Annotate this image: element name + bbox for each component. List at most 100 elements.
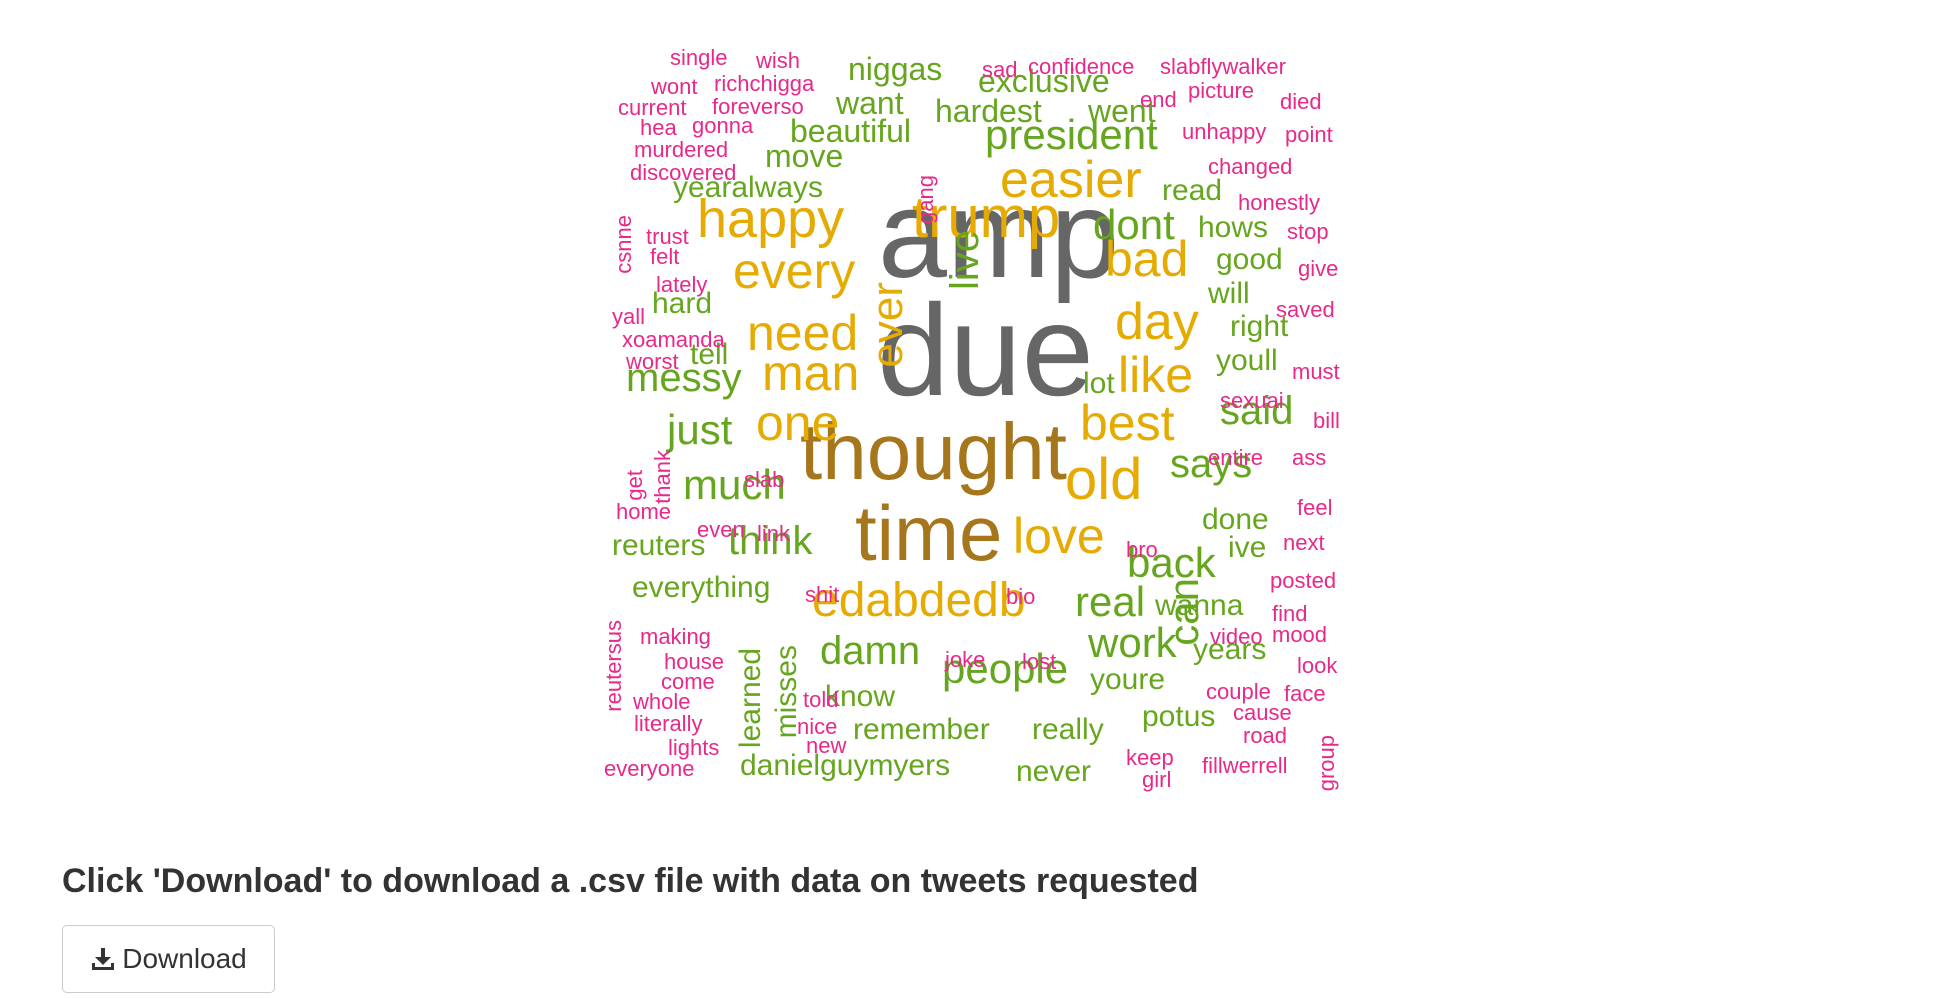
word-cloud-word: home bbox=[616, 499, 672, 525]
word-cloud: amp due thought time trump easier happy every ne… bbox=[601, 45, 1340, 792]
word-cloud-word: lights bbox=[668, 735, 720, 761]
word-cloud-word: learned bbox=[734, 648, 767, 749]
word-cloud-word: literally bbox=[634, 711, 703, 737]
word-cloud-word: honestly bbox=[1238, 190, 1320, 216]
word-cloud-word: gang bbox=[913, 175, 938, 224]
word-cloud-word: man bbox=[762, 344, 860, 401]
word-cloud-word: love bbox=[1013, 507, 1105, 564]
word-cloud-word: single bbox=[670, 45, 728, 71]
word-cloud-word: point bbox=[1285, 122, 1333, 148]
word-cloud-word: cause bbox=[1233, 700, 1292, 726]
word-cloud-word: messy bbox=[626, 356, 742, 400]
word-cloud-word: said bbox=[1220, 389, 1294, 433]
word-cloud-word: video bbox=[1210, 624, 1263, 650]
word-cloud-word: right bbox=[1230, 309, 1289, 343]
word-cloud-word: couple bbox=[1206, 679, 1271, 705]
word-cloud-word: day bbox=[1115, 292, 1199, 351]
word-cloud-word: mood bbox=[1272, 622, 1328, 648]
word-cloud-word: trump bbox=[912, 184, 1061, 250]
word-cloud-word: know bbox=[825, 679, 896, 713]
word-cloud-word: lot bbox=[1083, 366, 1115, 400]
word-cloud-word: face bbox=[1284, 681, 1326, 707]
word-cloud-word: real bbox=[1075, 578, 1146, 626]
word-cloud-word: will bbox=[1208, 276, 1250, 310]
word-cloud-word: picture bbox=[1188, 78, 1255, 104]
word-cloud-word: due bbox=[877, 276, 1094, 423]
word-cloud-word: thought bbox=[800, 407, 1067, 496]
word-cloud-word: best bbox=[1080, 394, 1175, 451]
word-cloud-word: must bbox=[1292, 359, 1340, 385]
word-cloud-word: dont bbox=[1093, 201, 1175, 249]
word-cloud-word: come bbox=[661, 669, 715, 695]
word-cloud-word: new bbox=[806, 733, 847, 759]
word-cloud-word: bio bbox=[1006, 584, 1036, 610]
download-instructions-heading: Click 'Download' to download a .csv file… bbox=[62, 862, 1199, 900]
word-cloud-word: making bbox=[640, 624, 711, 650]
download-button[interactable]: Download bbox=[62, 925, 275, 993]
word-cloud-word: confidence bbox=[1028, 54, 1135, 80]
word-cloud-word: much bbox=[683, 461, 786, 509]
word-cloud-word: every bbox=[733, 242, 856, 299]
word-cloud-word: road bbox=[1243, 723, 1288, 749]
word-cloud-word: stop bbox=[1287, 219, 1329, 245]
word-cloud-word: everything bbox=[632, 570, 771, 604]
word-cloud-word: posted bbox=[1270, 568, 1337, 594]
word-cloud-word: csnne bbox=[611, 215, 636, 274]
word-cloud-word: fillwerrell bbox=[1202, 753, 1288, 779]
download-button-label: Download bbox=[122, 943, 247, 974]
word-cloud-word: lately bbox=[656, 272, 708, 298]
word-cloud-word: get bbox=[622, 470, 647, 501]
word-cloud-word: foreverso bbox=[712, 94, 804, 120]
word-cloud-word: saved bbox=[1276, 297, 1335, 323]
word-cloud-word: easier bbox=[1000, 150, 1142, 209]
word-cloud-word: bro bbox=[1126, 537, 1158, 563]
word-cloud-word: keep bbox=[1126, 745, 1174, 771]
word-cloud-word: find bbox=[1272, 601, 1308, 627]
word-cloud-word: next bbox=[1283, 530, 1325, 556]
word-cloud-word: told bbox=[803, 687, 839, 713]
download-icon bbox=[90, 946, 116, 972]
word-cloud-word: yearalways bbox=[673, 170, 824, 204]
word-cloud-word: beautiful bbox=[790, 112, 911, 149]
word-cloud-word: happy bbox=[697, 189, 845, 250]
word-cloud-word: feel bbox=[1297, 495, 1333, 521]
word-cloud-word: felt bbox=[650, 244, 680, 270]
word-cloud-word: like bbox=[1118, 346, 1194, 403]
word-cloud-word: joke bbox=[945, 647, 986, 673]
word-cloud-word: read bbox=[1162, 173, 1223, 207]
word-cloud-word: wont bbox=[651, 74, 698, 100]
word-cloud-word: just bbox=[667, 406, 733, 454]
word-cloud-word: hardest bbox=[935, 92, 1042, 129]
word-cloud-word: move bbox=[765, 137, 844, 174]
word-cloud-word: want bbox=[836, 84, 904, 121]
word-cloud-word: reutersus bbox=[601, 620, 626, 712]
word-cloud-word: sexuai bbox=[1220, 388, 1284, 414]
word-cloud-word: everyone bbox=[604, 756, 695, 782]
word-cloud-word: work bbox=[1088, 619, 1177, 667]
word-cloud-word: one bbox=[756, 394, 840, 451]
word-cloud-word: damn bbox=[820, 629, 921, 673]
word-cloud-word: hea bbox=[640, 115, 677, 141]
word-cloud-word: trust bbox=[646, 224, 689, 250]
word-cloud-word: shit bbox=[805, 582, 840, 608]
word-cloud-word: gonna bbox=[692, 113, 754, 139]
word-cloud-word: youll bbox=[1216, 343, 1278, 377]
word-cloud-word: bill bbox=[1313, 408, 1340, 434]
word-cloud-word: president bbox=[985, 111, 1158, 159]
word-cloud-word: discovered bbox=[630, 160, 737, 186]
word-cloud-word: sad bbox=[982, 57, 1018, 83]
word-cloud-word: group bbox=[1314, 735, 1339, 792]
word-cloud-word: hows bbox=[1198, 210, 1269, 244]
word-cloud-word: danielguymyers bbox=[740, 748, 951, 782]
word-cloud-word: live bbox=[943, 230, 987, 291]
word-cloud-word: xoamanda bbox=[622, 327, 725, 353]
word-cloud-word: back bbox=[1127, 539, 1216, 587]
word-cloud-word: edabdedb bbox=[812, 574, 1026, 628]
word-cloud-word: hard bbox=[652, 286, 713, 320]
word-cloud-word: changed bbox=[1208, 154, 1293, 180]
word-cloud-word: house bbox=[664, 649, 724, 675]
word-cloud-word: amp bbox=[878, 165, 1120, 304]
word-cloud-word: never bbox=[1016, 754, 1092, 788]
word-cloud-word: slabflywalker bbox=[1160, 54, 1286, 80]
